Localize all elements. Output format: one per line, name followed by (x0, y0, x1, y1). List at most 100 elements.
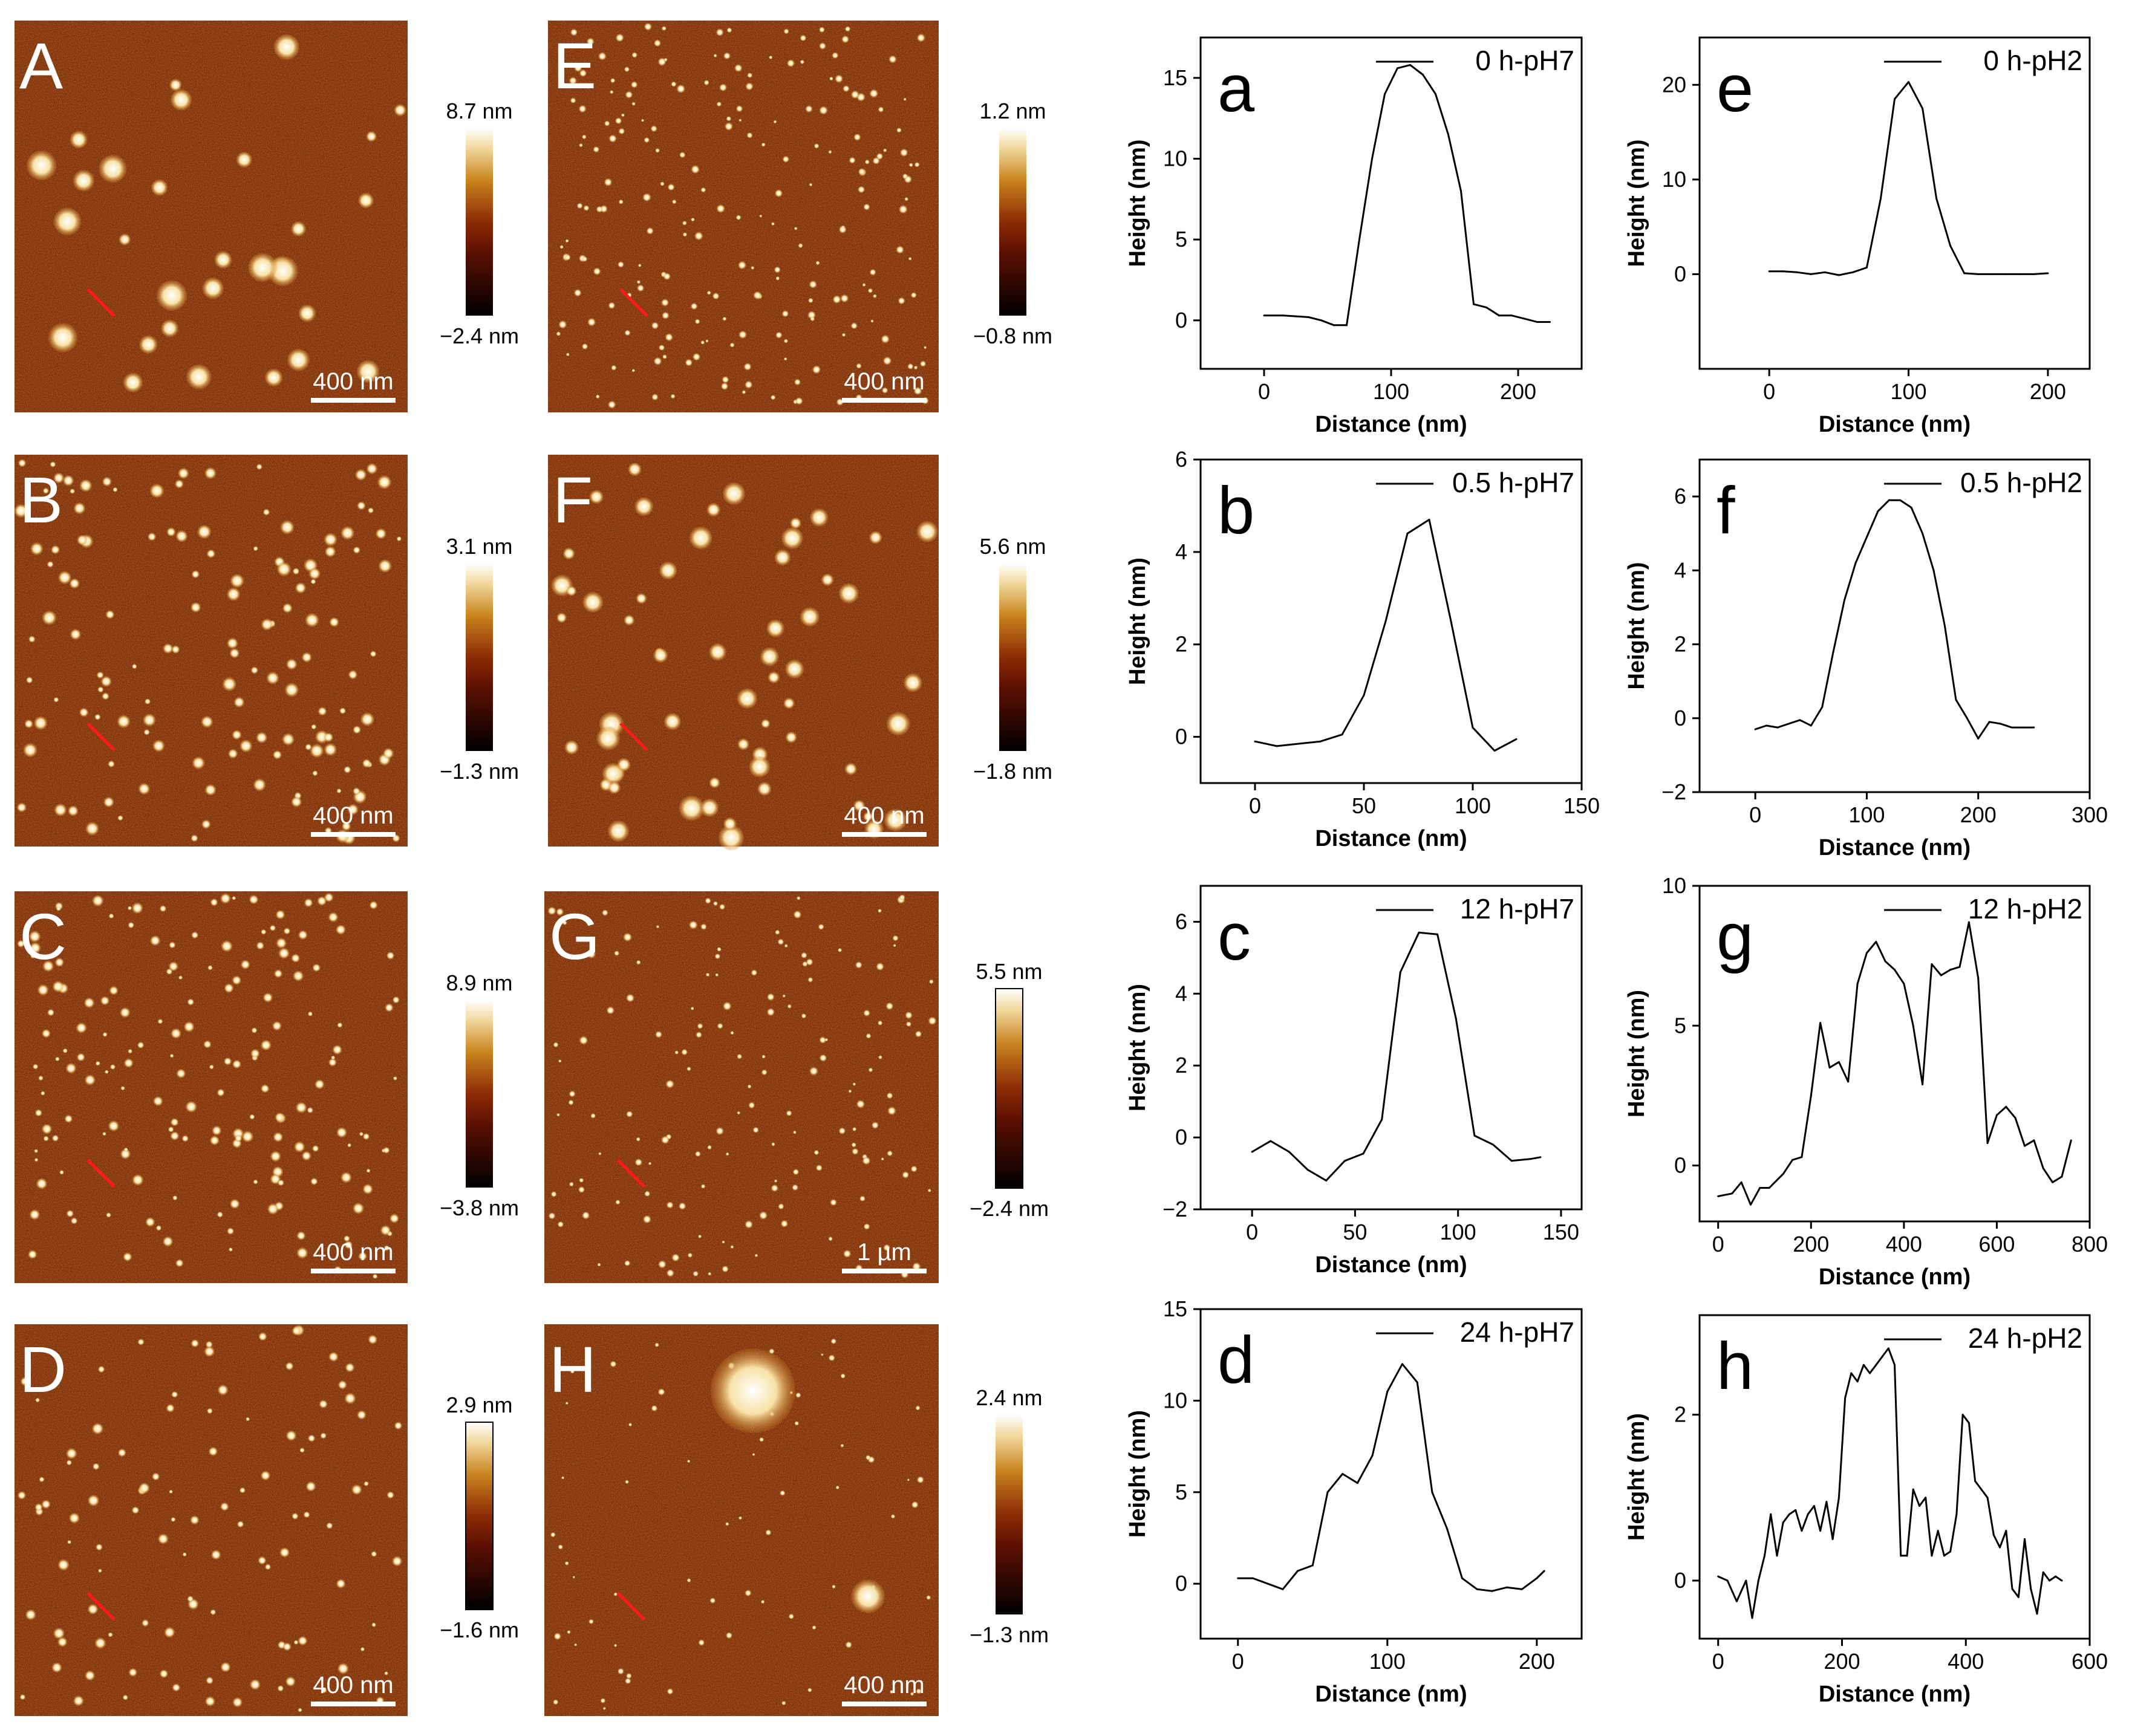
data-point (1912, 1488, 1914, 1491)
afm-panel-b: B 400 nm 3.1 nm −1.3 nm (14, 455, 519, 847)
data-point (1409, 63, 1411, 66)
data-point (1999, 1546, 2001, 1549)
data-point (2048, 1579, 2050, 1582)
afm-image-texture (15, 1324, 408, 1716)
afm-particle (383, 1146, 390, 1154)
afm-particle (249, 1114, 255, 1120)
data-point (1768, 270, 1770, 273)
data-point (2033, 726, 2035, 729)
data-point (1749, 1203, 1752, 1206)
afm-particle (317, 896, 327, 906)
data-point (1476, 1588, 1478, 1590)
afm-particle (716, 102, 722, 107)
panel-letter: h (1717, 1329, 1753, 1403)
afm-particle (298, 1708, 302, 1712)
afm-particle (394, 103, 406, 117)
afm-particle (295, 582, 306, 594)
afm-particle (899, 894, 905, 900)
afm-particle (686, 1578, 691, 1583)
series-line (1254, 518, 1517, 752)
afm-particle (843, 85, 850, 93)
afm-particle (878, 1020, 883, 1026)
afm-particle (774, 1179, 778, 1183)
afm-particle (851, 1142, 856, 1148)
afm-particle (828, 1354, 835, 1362)
afm-particle (235, 1134, 243, 1142)
afm-particle (726, 116, 732, 122)
data-point (1428, 518, 1430, 521)
afm-particle (795, 397, 803, 405)
afm-particle (156, 280, 187, 311)
legend-label: 0.5 h-pH7 (1452, 467, 1574, 498)
data-point (1447, 133, 1449, 135)
afm-particle (697, 1023, 703, 1029)
afm-particle (42, 1029, 51, 1038)
afm-particle (170, 1131, 180, 1140)
afm-particle (79, 479, 93, 492)
afm-particle (777, 938, 784, 945)
data-point (1937, 1530, 1939, 1532)
data-point (1450, 620, 1452, 622)
afm-particle (667, 1201, 674, 1209)
afm-particle (351, 1484, 362, 1495)
afm-particle (722, 1240, 725, 1244)
afm-particle (207, 965, 213, 970)
afm-particle (868, 1067, 873, 1073)
data-point (1977, 273, 1980, 275)
afm-particle (83, 997, 95, 1009)
afm-particle (208, 1446, 218, 1456)
afm-particle (224, 983, 234, 993)
y-tick-label: 0 (1674, 706, 1686, 730)
afm-particle (907, 1478, 910, 1481)
afm-particle (790, 517, 801, 529)
afm-particle (112, 487, 118, 492)
afm-particle (168, 1126, 174, 1133)
data-point (1297, 743, 1300, 745)
y-tick-label: 2 (1674, 632, 1686, 657)
data-point (1782, 1521, 1784, 1524)
afm-particle (570, 97, 576, 103)
afm-particle (757, 782, 772, 796)
afm-particle (68, 805, 79, 816)
afm-particle (752, 1126, 759, 1133)
data-point (1511, 314, 1513, 317)
afm-particle (564, 1561, 569, 1565)
afm-particle (28, 636, 36, 643)
afm-particle (369, 901, 378, 909)
data-point (1949, 244, 1952, 247)
data-point (1306, 1169, 1309, 1171)
afm-particle (56, 906, 61, 911)
afm-particle (337, 1663, 349, 1674)
data-point (1900, 1555, 1902, 1557)
afm-particle (747, 1084, 752, 1089)
data-point (1401, 1363, 1404, 1365)
profile-chart-g: 0 200 400 600 800 0 5 10 Distance (nm) Height (nm… (1624, 873, 2108, 1290)
afm-particle (671, 1253, 680, 1262)
afm-particle (574, 63, 582, 72)
afm-particle (53, 1627, 65, 1639)
afm-particle (19, 1694, 26, 1700)
afm-particle (797, 896, 801, 900)
afm-panel-e: E 400 nm 1.2 nm −0.8 nm (548, 21, 1052, 412)
afm-particle (852, 1148, 859, 1155)
afm-particle (18, 1491, 26, 1500)
afm-particle (62, 1048, 68, 1053)
data-point (1735, 1600, 1738, 1602)
afm-particle (613, 1643, 618, 1647)
afm-particle (43, 1136, 49, 1142)
afm-particle (273, 1132, 283, 1142)
afm-particle (30, 542, 44, 556)
afm-particle (318, 707, 327, 716)
data-point (2024, 1145, 2026, 1147)
afm-particle (561, 1476, 565, 1480)
afm-particle (782, 155, 789, 163)
colorbar-min-label: −2.4 nm (440, 323, 519, 348)
panel-letter: B (19, 463, 63, 536)
afm-particle (171, 645, 180, 654)
y-tick-label: 10 (1662, 873, 1686, 898)
afm-particle (785, 731, 797, 743)
x-tick-label: 150 (1563, 793, 1600, 818)
data-point (1536, 320, 1538, 323)
afm-particle (730, 1245, 734, 1249)
afm-particle (754, 1253, 758, 1257)
